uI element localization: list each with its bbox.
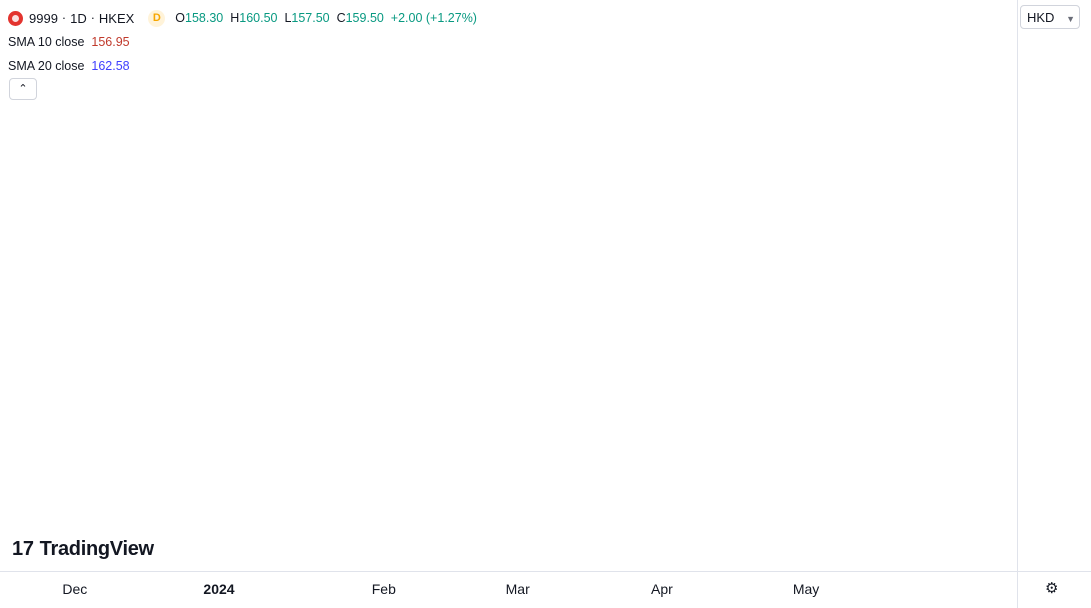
high-value: 160.50 bbox=[239, 11, 278, 25]
sma20-value: 162.58 bbox=[91, 59, 130, 73]
time-tick-label: Dec bbox=[62, 581, 87, 597]
change-value: +2.00 (+1.27%) bbox=[390, 11, 477, 25]
low-label: L bbox=[284, 11, 292, 25]
currency-label: HKD bbox=[1027, 10, 1055, 25]
tradingview-logo[interactable]: 17 TradingView bbox=[12, 538, 154, 561]
sma10-value: 156.95 bbox=[91, 35, 130, 49]
separator-dot: · bbox=[61, 11, 67, 25]
chart-legend: 9999 · 1D · HKEX D O158.30 H160.50 L157.… bbox=[8, 6, 477, 78]
time-tick-label: Mar bbox=[506, 581, 530, 597]
time-tick-label: Feb bbox=[372, 581, 396, 597]
close-value: 159.50 bbox=[345, 11, 384, 25]
low-value: 157.50 bbox=[291, 11, 330, 25]
open-label: O bbox=[175, 11, 186, 25]
delayed-badge[interactable]: D bbox=[148, 9, 166, 27]
company-logo-icon bbox=[8, 10, 23, 26]
symbol-name[interactable]: 9999 bbox=[29, 10, 58, 26]
time-tick-label: Apr bbox=[651, 581, 673, 597]
separator-dot: · bbox=[90, 11, 95, 25]
gear-icon[interactable]: ⚙ bbox=[1045, 580, 1059, 597]
currency-button[interactable]: HKD ▼ bbox=[1020, 5, 1080, 29]
interval[interactable]: 1D bbox=[70, 10, 87, 26]
tradingview-logo-icon: 17 bbox=[12, 538, 34, 560]
sma20-label: SMA 20 close bbox=[8, 59, 85, 73]
exchange: HKEX bbox=[98, 10, 135, 26]
chevron-down-icon: ▼ bbox=[1066, 14, 1075, 24]
close-label: C bbox=[336, 11, 346, 25]
time-axis[interactable]: Dec 2024 Feb Mar Apr May bbox=[62, 581, 819, 597]
sma10-row[interactable]: SMA 10 close 156.95 bbox=[8, 30, 477, 54]
tradingview-logo-text: TradingView bbox=[39, 538, 154, 560]
time-tick-label: 2024 bbox=[203, 581, 234, 597]
open-value: 158.30 bbox=[185, 11, 224, 25]
high-label: H bbox=[230, 11, 240, 25]
sma10-label: SMA 10 close bbox=[8, 35, 85, 49]
time-tick-label: May bbox=[793, 581, 819, 597]
symbol-row: 9999 · 1D · HKEX D O158.30 H160.50 L157.… bbox=[8, 6, 477, 30]
chevron-up-icon: ⌃ bbox=[18, 83, 28, 95]
ohlc-values: O158.30 H160.50 L157.50 C159.50 +2.00 (+… bbox=[175, 11, 477, 25]
collapse-legend-button[interactable]: ⌃ bbox=[9, 78, 37, 100]
sma20-row[interactable]: SMA 20 close 162.58 bbox=[8, 54, 477, 78]
